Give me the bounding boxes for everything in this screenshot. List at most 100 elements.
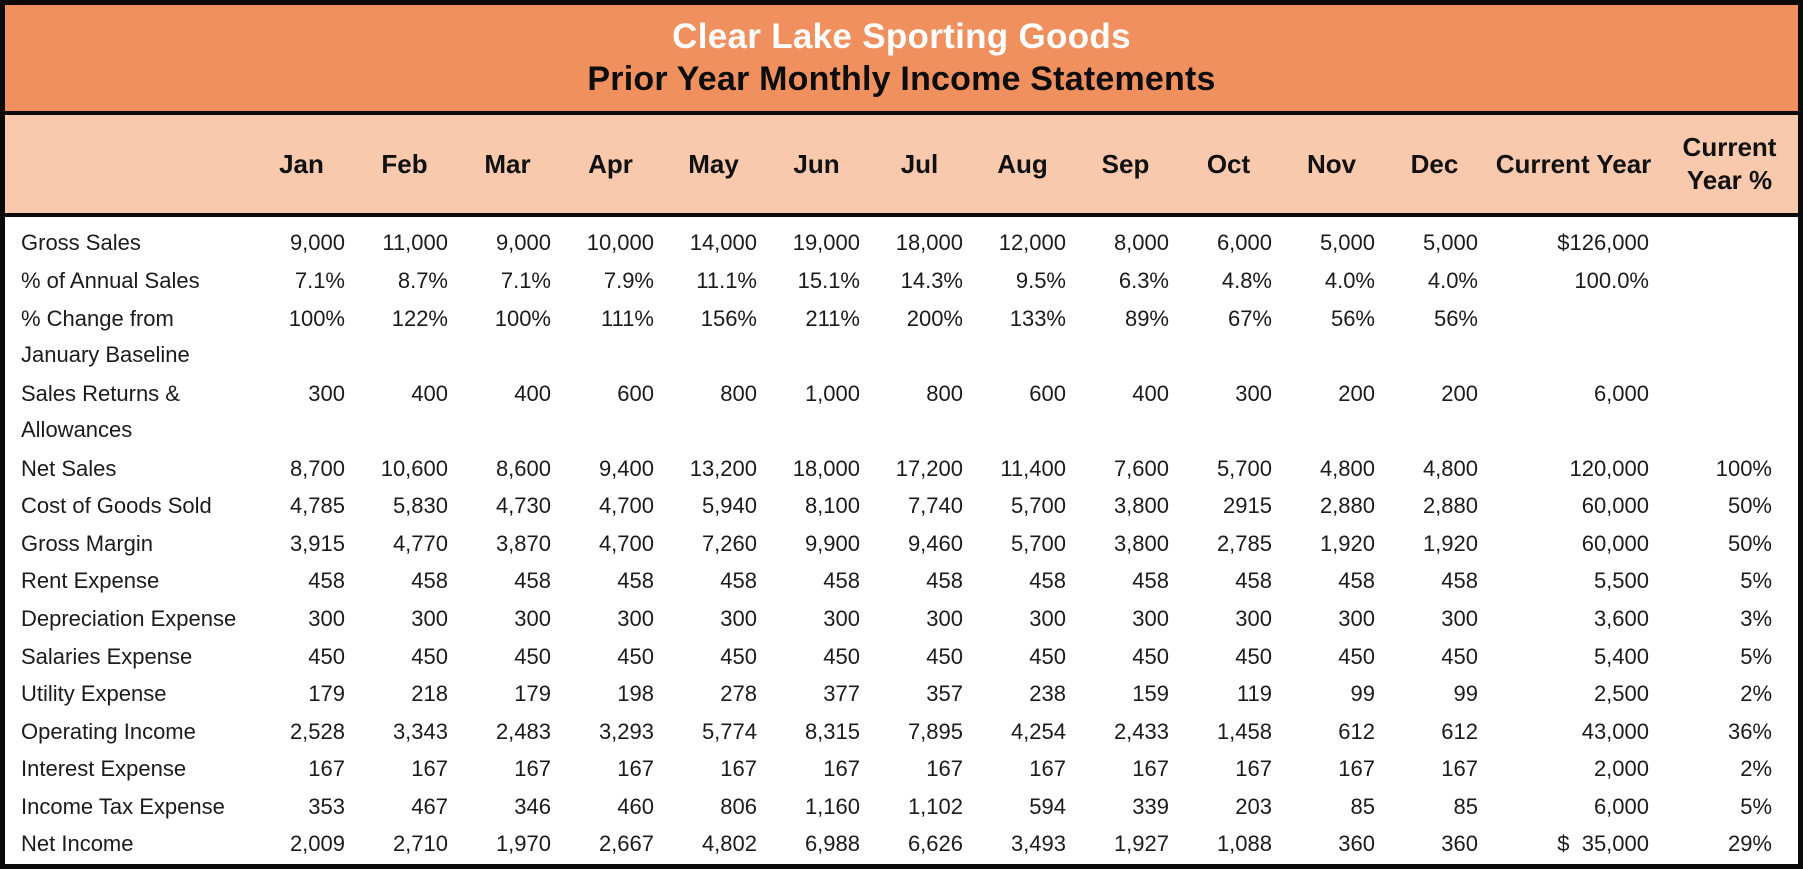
row-label: Utility Expense	[21, 681, 167, 707]
value-cell: 2,483	[495, 718, 551, 744]
value-cell: 300	[1235, 380, 1272, 406]
table-row: Salaries Expense 450 450 450 450 450 450 450 450…	[5, 639, 1798, 677]
value-cell: 167	[1132, 756, 1169, 782]
value-cell: 167	[308, 756, 345, 782]
value-cell: 2,009	[289, 831, 345, 857]
value-cell: 450	[308, 643, 345, 669]
value-cell: 179	[514, 681, 551, 707]
value-cell: 9,400	[598, 455, 654, 481]
table-row: Net Income 2,009 2,710 1,970 2,667 4,802 6,988…	[5, 826, 1798, 864]
row-label: Cost of Goods Sold	[21, 493, 212, 519]
value-cell: 3%	[1740, 606, 1772, 632]
value-cell: 600	[1029, 380, 1066, 406]
row-label: Net Income	[21, 831, 134, 857]
value-cell: 458	[1338, 568, 1375, 594]
value-cell: 400	[411, 380, 448, 406]
value-cell: 458	[823, 568, 860, 594]
statement-grid: Jan Feb Mar Apr May Jun Jul Aug Sep Oct Nov Dec Curr…	[5, 115, 1798, 864]
value-cell: 5,700	[1010, 493, 1066, 519]
value-cell: 5%	[1740, 643, 1772, 669]
value-cell: 450	[1441, 643, 1478, 669]
value-cell: 1,088	[1216, 831, 1272, 857]
table-row: Sales Returns & Allowances 300 400 400 600 80…	[5, 376, 1798, 451]
value-cell: 159	[1132, 681, 1169, 707]
value-cell: 4,800	[1319, 455, 1375, 481]
value-cell: 4,770	[392, 530, 448, 556]
value-cell: 300	[1029, 606, 1066, 632]
value-cell: 6.3%	[1118, 267, 1169, 293]
table-row: Gross Sales 9,000 11,000 9,000 10,000 14,000 1…	[5, 215, 1798, 263]
statement-subtitle: Prior Year Monthly Income Statements	[587, 60, 1216, 98]
value-cell: 60,000	[1581, 493, 1649, 519]
company-title: Clear Lake Sporting Goods	[672, 17, 1131, 56]
value-cell: 1,920	[1422, 530, 1478, 556]
value-cell: 1,458	[1216, 718, 1272, 744]
row-label: Rent Expense	[21, 568, 160, 594]
column-header: Mar	[456, 115, 559, 217]
column-header-row: Jan Feb Mar Apr May Jun Jul Aug Sep Oct Nov Dec Curr…	[5, 115, 1798, 217]
value-cell: 4,700	[598, 530, 654, 556]
column-header: Feb	[353, 115, 456, 217]
value-cell: 238	[1029, 681, 1066, 707]
value-cell: 5,940	[701, 493, 757, 519]
value-cell	[1661, 301, 1798, 376]
value-cell: 122%	[391, 305, 448, 331]
value-cell: 179	[308, 681, 345, 707]
value-cell: 5,700	[1216, 455, 1272, 481]
column-header: Jan	[250, 115, 353, 217]
value-cell: 5,830	[392, 493, 448, 519]
value-cell: 100%	[494, 305, 551, 331]
value-cell: 458	[720, 568, 757, 594]
value-cell: 56%	[1433, 305, 1478, 331]
value-cell: 3,800	[1113, 493, 1169, 519]
column-header: Nov	[1280, 115, 1383, 217]
column-header: Current Year %	[1661, 115, 1798, 217]
value-cell: 11,400	[1000, 455, 1066, 481]
value-cell: 5%	[1740, 568, 1772, 594]
value-cell: 9.5%	[1015, 267, 1066, 293]
value-cell: 11.1%	[696, 267, 757, 293]
row-label-header	[5, 115, 250, 217]
value-cell: 450	[514, 643, 551, 669]
value-cell: 360	[1338, 831, 1375, 857]
value-cell: 458	[308, 568, 345, 594]
value-cell: 450	[720, 643, 757, 669]
value-cell: 2,710	[392, 831, 448, 857]
value-cell: 300	[1235, 606, 1272, 632]
column-header: Current Year	[1486, 115, 1661, 217]
table-row: Interest Expense 167 167 167 167 167 167 167 167…	[5, 751, 1798, 789]
value-cell	[1661, 215, 1798, 263]
value-cell: 100.0%	[1574, 267, 1649, 293]
value-cell: 7.1%	[294, 267, 345, 293]
value-cell: 43,000	[1581, 718, 1649, 744]
table-row: % of Annual Sales 7.1% 8.7% 7.1% 7.9% 11.1% 15…	[5, 263, 1798, 301]
value-cell: 11,000	[382, 230, 448, 255]
value-cell: 800	[926, 380, 963, 406]
value-cell: 450	[926, 643, 963, 669]
table-row: Rent Expense 458 458 458 458 458 458 458 458 458 4…	[5, 563, 1798, 601]
value-cell: 2%	[1740, 681, 1772, 707]
value-cell: 100%	[288, 305, 345, 331]
value-cell: 6,000	[1593, 380, 1649, 406]
value-cell: 4,802	[701, 831, 757, 857]
value-cell: 2,500	[1593, 681, 1649, 707]
value-cell: $126,000	[1557, 230, 1649, 255]
value-cell: 3,800	[1113, 530, 1169, 556]
value-cell: 167	[617, 756, 654, 782]
value-cell: 300	[308, 606, 345, 632]
value-cell: 167	[411, 756, 448, 782]
value-cell: 300	[1338, 606, 1375, 632]
column-header: Aug	[971, 115, 1074, 217]
value-cell: 458	[411, 568, 448, 594]
value-cell: 458	[1029, 568, 1066, 594]
value-cell: 612	[1338, 718, 1375, 744]
value-cell: 133%	[1009, 305, 1066, 331]
value-cell: 2,880	[1319, 493, 1375, 519]
value-cell: 2915	[1223, 493, 1272, 519]
value-cell: 3,915	[289, 530, 345, 556]
value-cell: 278	[720, 681, 757, 707]
table-row: Cost of Goods Sold 4,785 5,830 4,730 4,700 5,…	[5, 488, 1798, 526]
row-label: Net Sales	[21, 455, 117, 481]
value-cell: 8.7%	[397, 267, 448, 293]
column-header: Apr	[559, 115, 662, 217]
